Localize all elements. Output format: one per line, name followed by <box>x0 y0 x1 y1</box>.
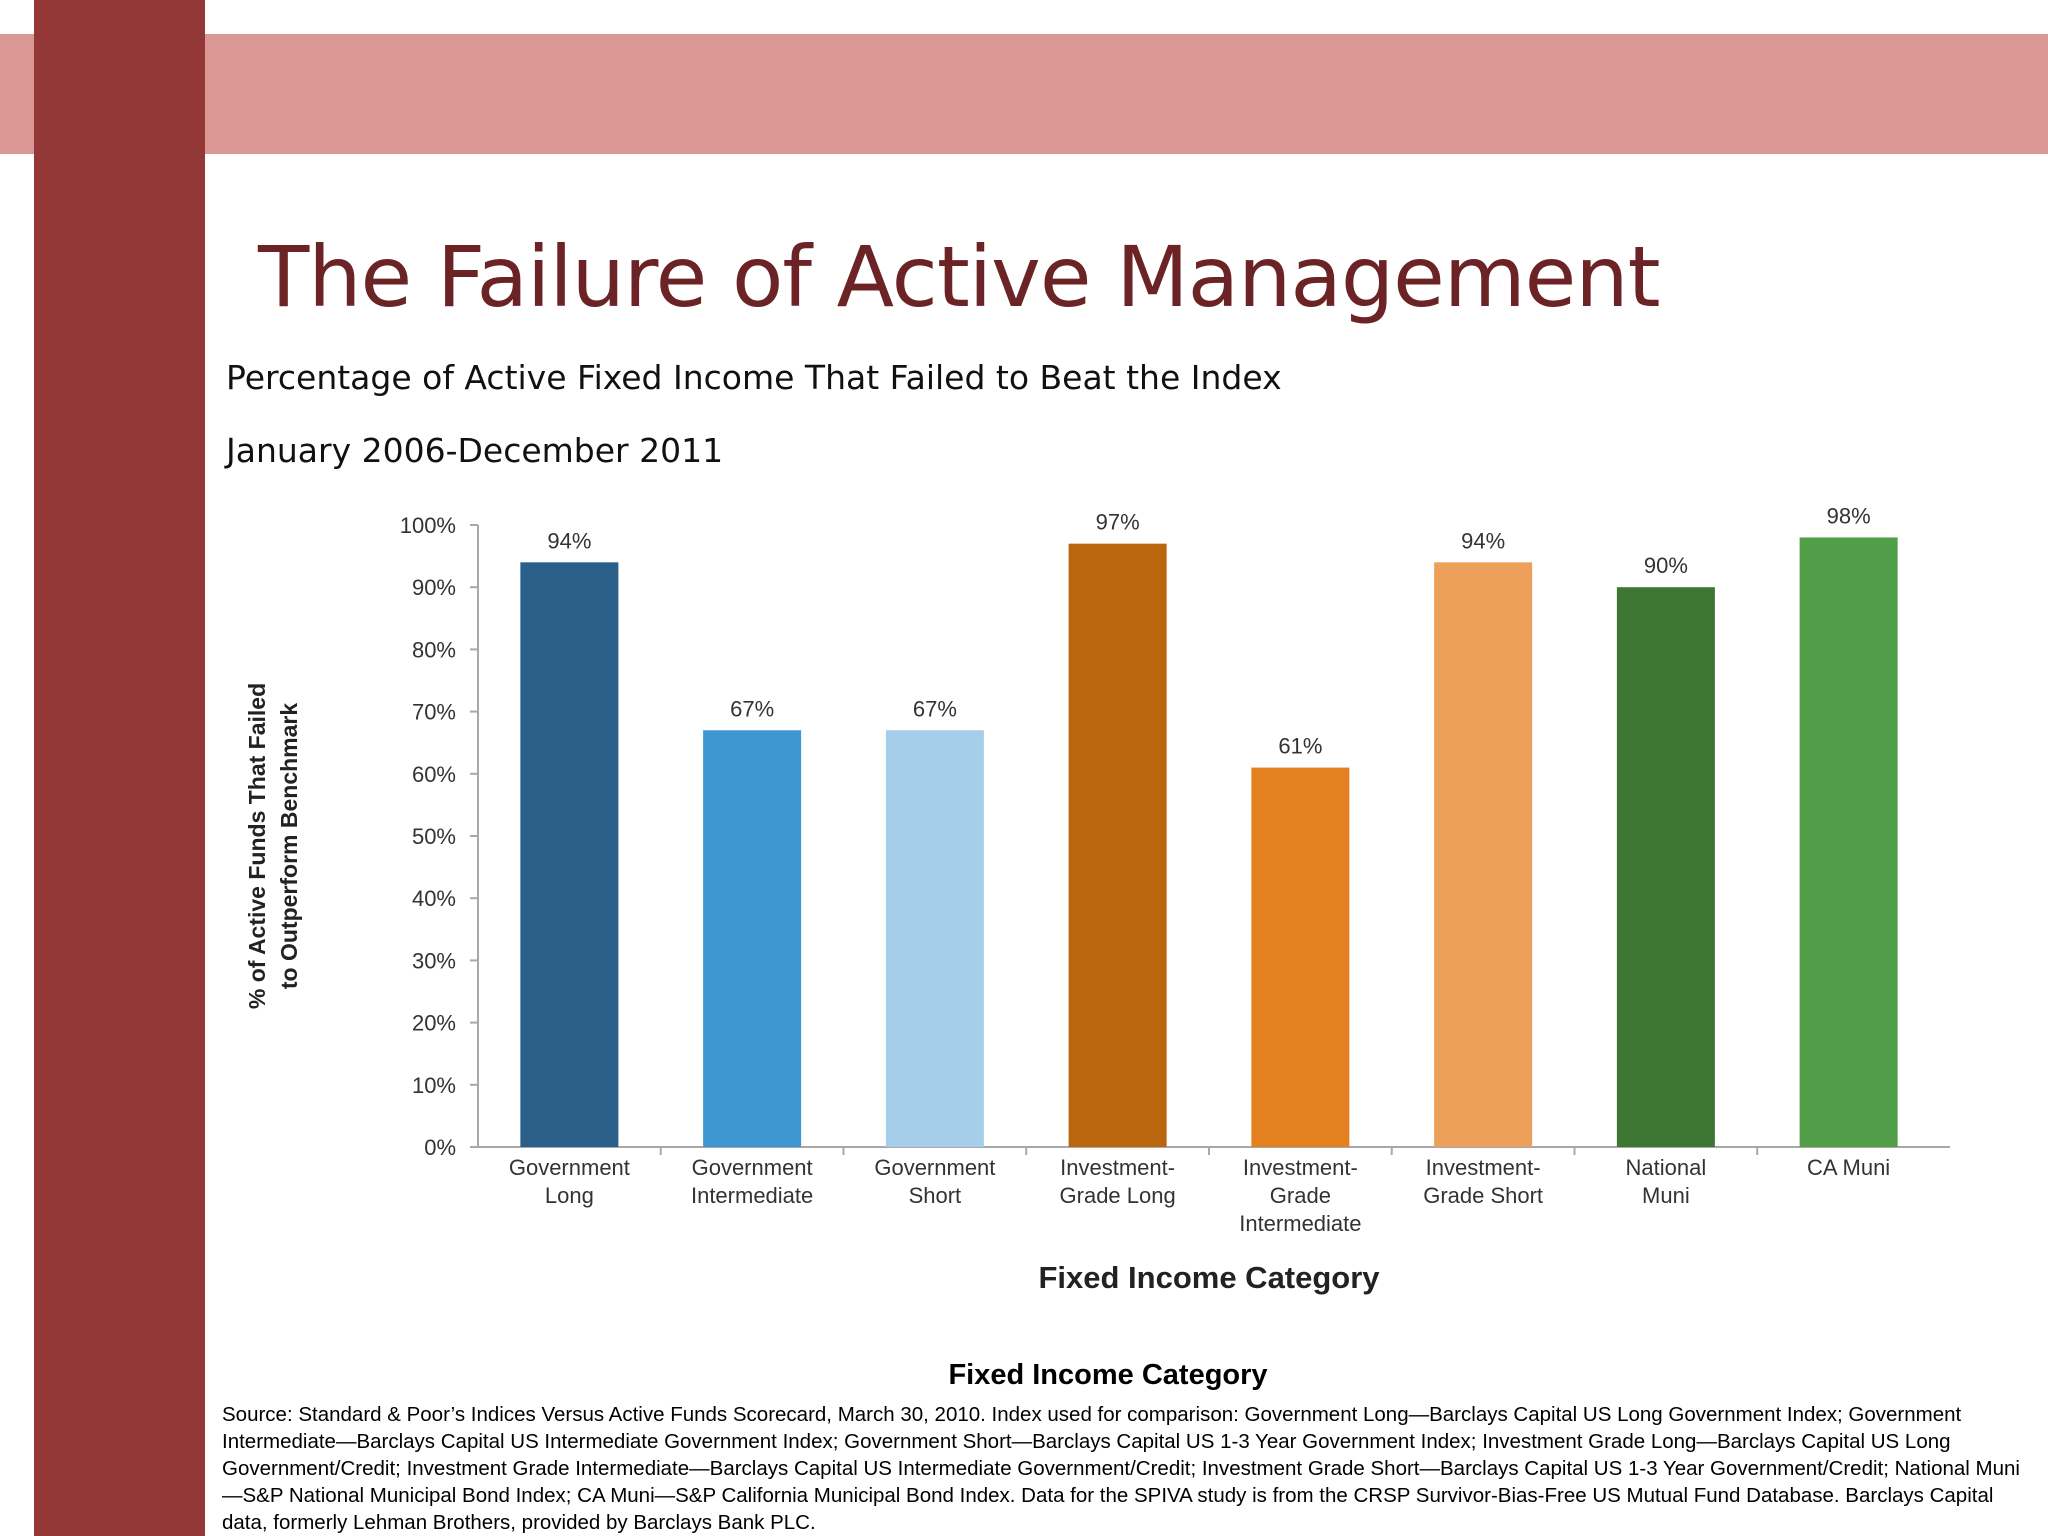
y-tick-label: 100% <box>400 513 456 538</box>
bar-1 <box>520 562 619 1147</box>
x-axis-title: Fixed Income Category <box>1038 1260 1380 1295</box>
header-band <box>0 34 2048 154</box>
bar-2 <box>703 730 802 1147</box>
source-note: Source: Standard & Poor’s Indices Versus… <box>222 1403 2020 1534</box>
bar-6 <box>1434 562 1533 1147</box>
y-tick-label: 40% <box>412 886 456 911</box>
bar-4 <box>1068 543 1167 1147</box>
y-tick-label: 20% <box>412 1011 456 1036</box>
x-tick-label: Government <box>509 1155 630 1180</box>
left-accent-bar <box>34 0 205 1536</box>
x-tick-label: Investment- <box>1243 1155 1358 1180</box>
bar-chart: 0% 10% 20% 30% 40% 50% 60% 70% 80% 90% 100% 94% Gove… <box>244 503 1950 1295</box>
x-tick-label: Grade Short <box>1423 1183 1543 1208</box>
x-tick-label: Government <box>692 1155 813 1180</box>
bar-value-label: 94% <box>547 528 591 553</box>
x-tick-label: Muni <box>1642 1183 1690 1208</box>
x-tick-label: Long <box>545 1183 594 1208</box>
bar-8 <box>1799 537 1898 1147</box>
x-tick-label: Short <box>909 1183 962 1208</box>
y-tick-label: 90% <box>412 575 456 600</box>
x-tick-label: Government <box>874 1155 995 1180</box>
bar-value-label: 98% <box>1827 503 1871 528</box>
y-tick-label: 50% <box>412 824 456 849</box>
bar-3 <box>885 730 984 1147</box>
x-tick-label: Intermediate <box>1239 1211 1361 1236</box>
y-axis-title: % of Active Funds That Failed <box>244 683 270 1009</box>
bar-value-label: 97% <box>1096 510 1140 535</box>
bar-value-label: 94% <box>1461 528 1505 553</box>
bar-value-label: 61% <box>1278 734 1322 759</box>
slide-period: January 2006-December 2011 <box>226 431 724 470</box>
y-tick-label: 30% <box>412 948 456 973</box>
y-axis-title: to Outperform Benchmark <box>276 703 302 989</box>
y-tick-label: 80% <box>412 637 456 662</box>
y-tick-label: 0% <box>424 1135 456 1160</box>
slide-subtitle: Percentage of Active Fixed Income That F… <box>226 358 1282 397</box>
bar-5 <box>1251 767 1350 1147</box>
x-tick-label: Grade Long <box>1060 1183 1176 1208</box>
bar-value-label: 67% <box>913 696 957 721</box>
x-tick-label: Investment- <box>1426 1155 1541 1180</box>
x-tick-label: Grade <box>1270 1183 1331 1208</box>
y-tick-label: 70% <box>412 700 456 725</box>
bar-value-label: 67% <box>730 696 774 721</box>
x-tick-label: National <box>1626 1155 1707 1180</box>
y-tick-label: 60% <box>412 762 456 787</box>
x-tick-label: Intermediate <box>691 1183 813 1208</box>
bar-7 <box>1616 587 1715 1147</box>
x-tick-label: Investment- <box>1060 1155 1175 1180</box>
bar-value-label: 90% <box>1644 553 1688 578</box>
x-tick-label: CA Muni <box>1807 1155 1890 1180</box>
slide-title: The Failure of Active Management <box>258 228 1661 326</box>
footer-category-title: Fixed Income Category <box>948 1359 1268 1391</box>
y-tick-label: 10% <box>412 1073 456 1098</box>
